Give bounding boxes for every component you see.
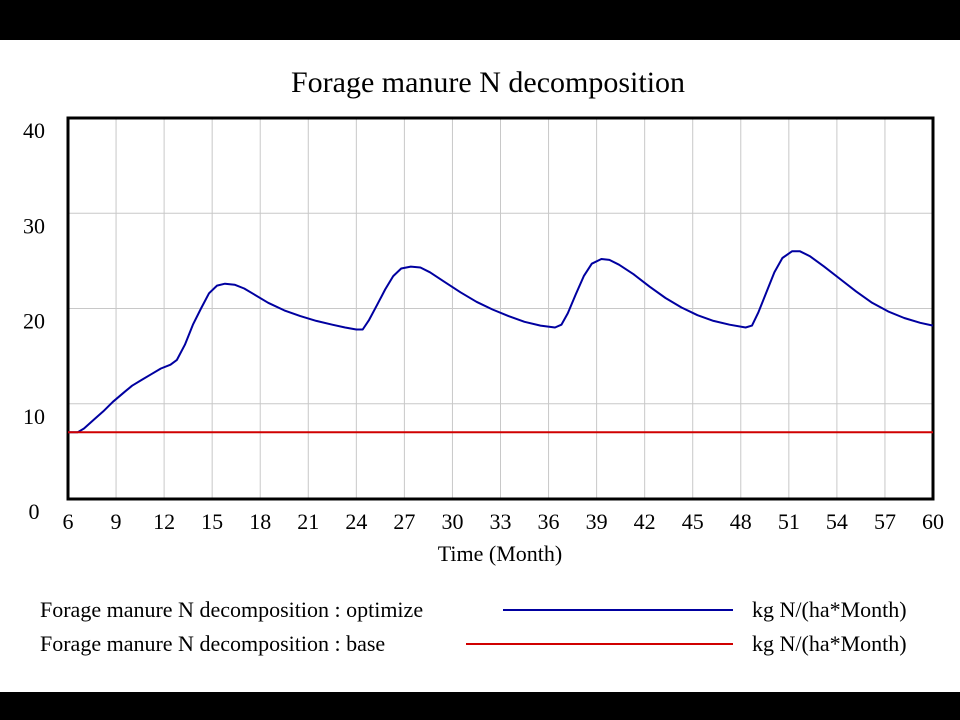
x-tick-label: 45 — [682, 509, 704, 534]
x-tick-label: 48 — [730, 509, 752, 534]
legend-series-name: Forage manure N decomposition : optimize — [40, 597, 423, 622]
x-tick-label: 54 — [826, 509, 848, 534]
legend-units: kg N/(ha*Month) — [752, 597, 907, 622]
legend-units: kg N/(ha*Month) — [752, 631, 907, 656]
x-axis-title: Time (Month) — [438, 541, 562, 566]
series-line-optimize — [68, 250, 934, 434]
x-tick-label: 39 — [586, 509, 608, 534]
x-tick-label: 27 — [393, 509, 415, 534]
x-tick-label: 60 — [922, 509, 944, 534]
x-tick-label: 30 — [441, 509, 463, 534]
tick-labels: 6 9 12 15 18 21 24 27 30 33 36 39 42 45 48 51 54 57 60 40 30… — [23, 118, 944, 534]
x-tick-label: 57 — [874, 509, 896, 534]
x-tick-label: 12 — [153, 509, 175, 534]
x-tick-label: 36 — [538, 509, 560, 534]
y-tick-label: 10 — [23, 404, 45, 429]
y-tick-label: 0 — [29, 499, 40, 524]
series-layer — [68, 250, 934, 434]
legend-series-name: Forage manure N decomposition : base — [40, 631, 385, 656]
chart-frame: Forage manure N decomposition 6 9 12 15 18 21… — [0, 40, 960, 692]
x-tick-label: 42 — [634, 509, 656, 534]
chart-svg: Forage manure N decomposition 6 9 12 15 18 21… — [23, 66, 944, 656]
plot-border — [66, 116, 935, 501]
x-tick-label: 6 — [63, 509, 74, 534]
chart-title: Forage manure N decomposition — [291, 66, 685, 99]
x-tick-label: 21 — [297, 509, 319, 534]
legend: Forage manure N decomposition : optimize… — [40, 597, 907, 656]
x-tick-label: 51 — [778, 509, 800, 534]
y-tick-label: 20 — [23, 309, 45, 334]
y-tick-label: 30 — [23, 213, 45, 238]
grid-lines — [68, 118, 933, 499]
x-tick-label: 9 — [111, 509, 122, 534]
x-tick-label: 15 — [201, 509, 223, 534]
x-tick-label: 33 — [490, 509, 512, 534]
x-tick-label: 24 — [345, 509, 367, 534]
y-tick-label: 40 — [23, 118, 45, 143]
x-tick-label: 18 — [249, 509, 271, 534]
